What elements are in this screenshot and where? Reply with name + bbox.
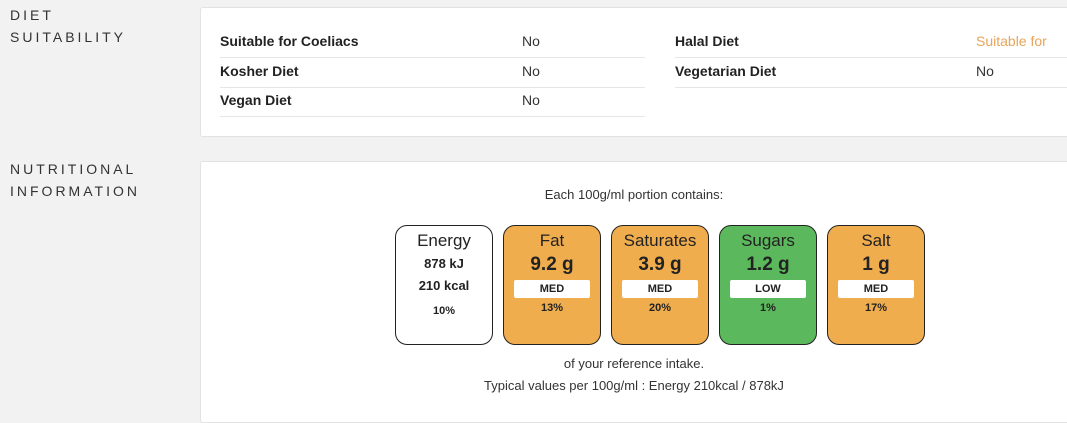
diet-value: Suitable for	[976, 33, 1047, 49]
nutrient-amount: 1.2 g	[746, 254, 790, 275]
nutrient-level-badge: MED	[838, 280, 914, 298]
diet-value: No	[522, 63, 540, 79]
diet-panel: Suitable for Coeliacs No Kosher Diet No …	[200, 7, 1067, 137]
nutrient-pct: 13%	[540, 302, 564, 314]
diet-row-kosher: Kosher Diet No	[220, 58, 645, 88]
reference-intake-text: of your reference intake.	[563, 356, 705, 371]
diet-label: Kosher Diet	[220, 63, 299, 79]
diet-label: Halal Diet	[675, 33, 739, 49]
diet-row-vegetarian: Vegetarian Diet No	[675, 58, 1067, 88]
energy-name: Energy	[417, 231, 471, 250]
nutrient-level-badge: MED	[514, 280, 590, 298]
energy-box: Energy 878 kJ 210 kcal 10%	[395, 225, 493, 345]
energy-kcal: 210 kcal	[418, 278, 470, 293]
diet-heading-line1: DIET	[10, 7, 54, 23]
nutrient-pct: 1%	[760, 302, 776, 314]
diet-label: Suitable for Coeliacs	[220, 33, 359, 49]
fat-box: Fat 9.2 g MED 13%	[503, 225, 601, 345]
nutrient-name: Sugars	[741, 231, 795, 250]
nutrient-level-badge: LOW	[730, 280, 806, 298]
diet-value: No	[522, 92, 540, 108]
diet-row-halal: Halal Diet Suitable for	[675, 28, 1067, 58]
nutrient-name: Fat	[539, 231, 565, 250]
sugars-box: Sugars 1.2 g LOW 1%	[719, 225, 817, 345]
nutrition-heading-line1: NUTRITIONAL	[10, 161, 137, 177]
nutrient-amount: 9.2 g	[530, 254, 574, 275]
diet-row-vegan: Vegan Diet No	[220, 87, 645, 117]
nutrient-pct: 20%	[648, 302, 672, 314]
nutrition-heading-line2: INFORMATION	[10, 183, 140, 199]
nutrient-amount: 1 g	[862, 254, 890, 275]
nutrient-pct: 17%	[864, 302, 888, 314]
energy-pct: 10%	[432, 305, 456, 317]
nutrition-panel: Each 100g/ml portion contains: Energy 87…	[200, 161, 1067, 423]
energy-kj: 878 kJ	[424, 256, 464, 271]
nutrient-amount: 3.9 g	[638, 254, 682, 275]
nutritional-information-heading: NUTRITIONAL INFORMATION	[10, 158, 140, 202]
diet-label: Vegan Diet	[220, 92, 292, 108]
nutrient-name: Salt	[861, 231, 891, 250]
portion-text: Each 100g/ml portion contains:	[544, 187, 724, 202]
salt-box: Salt 1 g MED 17%	[827, 225, 925, 345]
diet-row-coeliacs: Suitable for Coeliacs No	[220, 28, 645, 58]
typical-values-text: Typical values per 100g/ml : Energy 210k…	[484, 378, 784, 393]
nutrient-name: Saturates	[623, 231, 697, 250]
nutrient-level-badge: MED	[622, 280, 698, 298]
diet-suitability-heading: DIET SUITABILITY	[10, 4, 126, 48]
diet-value: No	[522, 33, 540, 49]
diet-label: Vegetarian Diet	[675, 63, 777, 79]
diet-heading-line2: SUITABILITY	[10, 29, 126, 45]
saturates-box: Saturates 3.9 g MED 20%	[611, 225, 709, 345]
diet-value: No	[976, 63, 994, 79]
